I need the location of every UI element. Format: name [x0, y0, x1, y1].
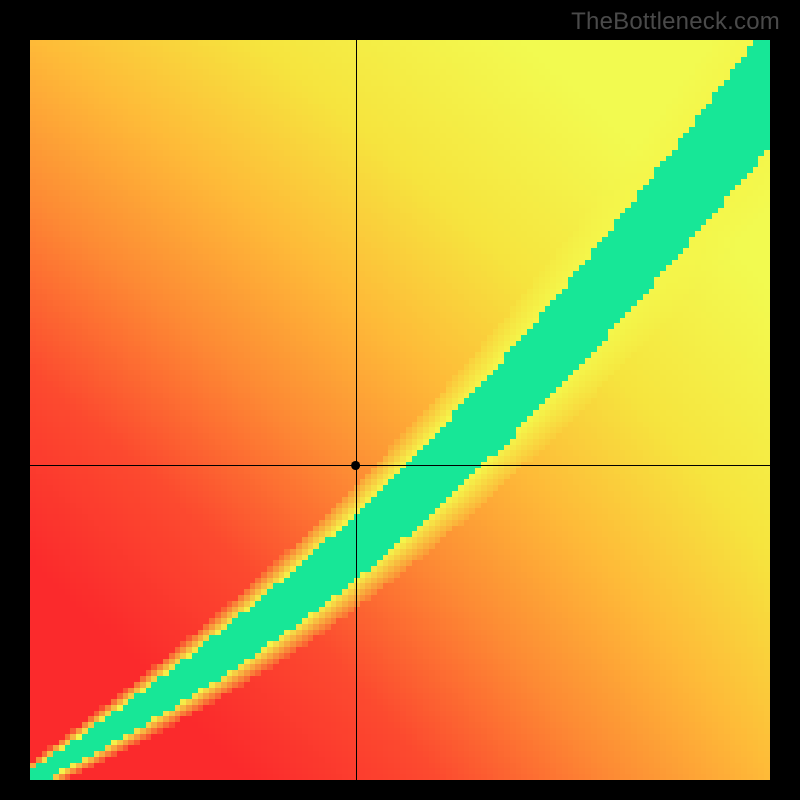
- chart-container: TheBottleneck.com: [0, 0, 800, 800]
- bottleneck-heatmap: [30, 40, 770, 780]
- watermark-text: TheBottleneck.com: [571, 8, 780, 36]
